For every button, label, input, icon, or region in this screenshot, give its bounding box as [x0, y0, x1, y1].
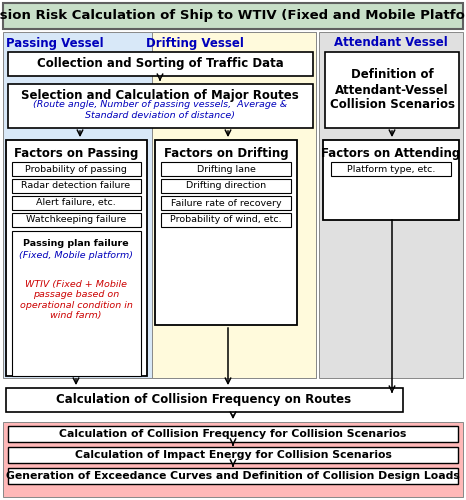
Bar — [3, 422, 463, 497]
Text: Attendant Vessel: Attendant Vessel — [334, 36, 448, 50]
Text: Passing Vessel: Passing Vessel — [6, 36, 104, 50]
Text: WTIV (Fixed + Mobile
passage based on
operational condition in
wind farm): WTIV (Fixed + Mobile passage based on op… — [20, 280, 132, 320]
Bar — [12, 196, 141, 210]
Text: Selection and Calculation of Major Routes: Selection and Calculation of Major Route… — [21, 90, 299, 102]
Text: Drifting lane: Drifting lane — [197, 164, 255, 173]
Bar — [3, 32, 316, 378]
Text: Radar detection failure: Radar detection failure — [21, 182, 130, 190]
Text: Factors on Drifting: Factors on Drifting — [164, 146, 288, 160]
Bar — [155, 140, 297, 325]
Text: Factors on Attending: Factors on Attending — [322, 146, 460, 160]
Text: Drifting Vessel: Drifting Vessel — [146, 36, 244, 50]
Bar — [3, 3, 463, 29]
Bar — [6, 140, 147, 376]
Text: Platform type, etc.: Platform type, etc. — [347, 164, 435, 173]
Bar — [12, 213, 141, 227]
Bar — [12, 179, 141, 193]
Text: Passing plan failure: Passing plan failure — [23, 240, 129, 248]
Bar — [161, 213, 291, 227]
Text: Alert failure, etc.: Alert failure, etc. — [36, 198, 116, 207]
Text: Definition of
Attendant-Vessel
Collision Scenarios: Definition of Attendant-Vessel Collision… — [329, 68, 454, 112]
Text: (Fixed, Mobile platform): (Fixed, Mobile platform) — [19, 252, 133, 260]
Bar — [8, 84, 313, 128]
Text: Generation of Exceedance Curves and Definition of Collision Design Loads: Generation of Exceedance Curves and Defi… — [6, 471, 460, 481]
Text: Probability of passing: Probability of passing — [25, 164, 127, 173]
Text: Collection and Sorting of Traffic Data: Collection and Sorting of Traffic Data — [37, 58, 283, 70]
Bar — [12, 162, 141, 176]
Bar — [8, 468, 458, 484]
Text: Calculation of Collision Frequency for Collision Scenarios: Calculation of Collision Frequency for C… — [59, 429, 407, 439]
Text: Collision Risk Calculation of Ship to WTIV (Fixed and Mobile Platforms): Collision Risk Calculation of Ship to WT… — [0, 10, 466, 22]
Bar — [323, 140, 459, 220]
Text: (Route angle, Number of passing vessels,  Average &
Standard deviation of distan: (Route angle, Number of passing vessels,… — [33, 100, 287, 119]
Bar — [6, 388, 403, 412]
Bar — [331, 162, 451, 176]
Text: Watchkeeping failure: Watchkeeping failure — [26, 216, 126, 224]
Text: Factors on Passing: Factors on Passing — [14, 146, 138, 160]
Text: Failure rate of recovery: Failure rate of recovery — [171, 198, 281, 207]
Bar — [161, 162, 291, 176]
Bar — [325, 52, 459, 128]
Bar — [319, 32, 463, 378]
Bar — [152, 32, 316, 378]
Bar — [8, 426, 458, 442]
Bar — [8, 52, 313, 76]
Text: Drifting direction: Drifting direction — [186, 182, 266, 190]
Bar — [161, 179, 291, 193]
Bar — [12, 231, 141, 376]
Bar — [8, 447, 458, 463]
Text: Probability of wind, etc.: Probability of wind, etc. — [170, 216, 282, 224]
Bar — [161, 196, 291, 210]
Text: Calculation of Collision Frequency on Routes: Calculation of Collision Frequency on Ro… — [56, 394, 351, 406]
Text: Calculation of Impact Energy for Collision Scenarios: Calculation of Impact Energy for Collisi… — [75, 450, 391, 460]
